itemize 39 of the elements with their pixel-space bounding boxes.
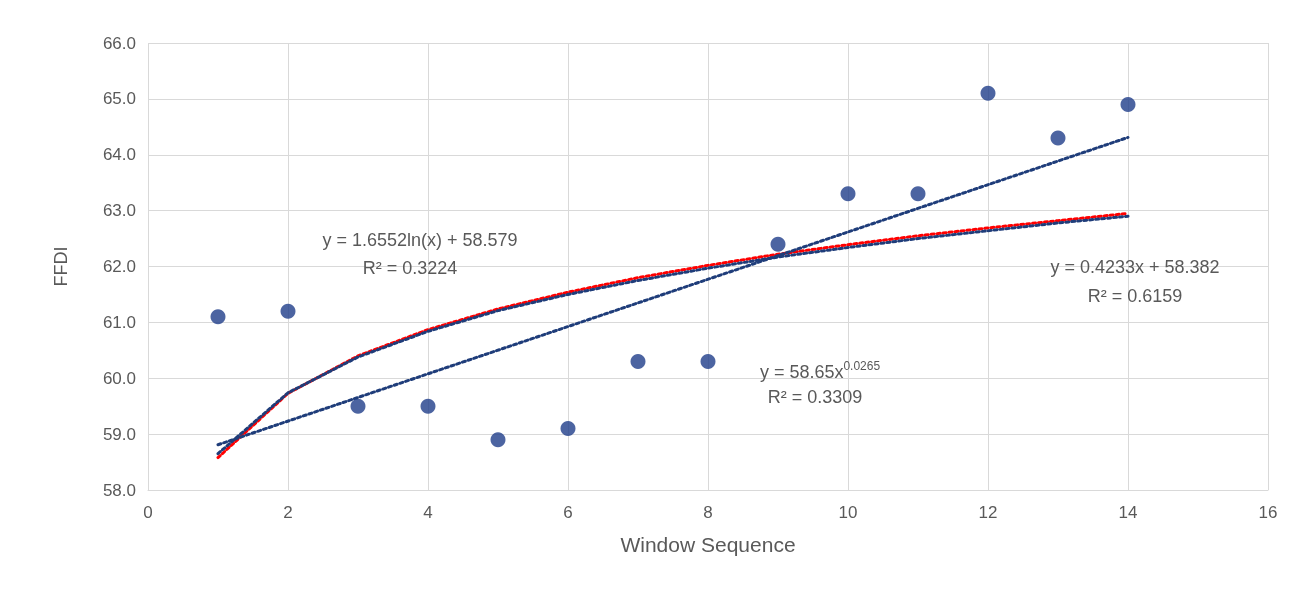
x-tick-label: 2 <box>283 503 293 522</box>
point <box>1120 96 1136 112</box>
y-tick-label: 60.0 <box>102 368 136 388</box>
annotation: y = 1.6552ln(x) + 58.579 <box>322 230 518 250</box>
y-tick-label: 59.0 <box>102 424 136 444</box>
y-axis-title: FFDI <box>51 246 71 287</box>
y-tick-label: 64.0 <box>102 145 136 165</box>
point <box>350 398 366 414</box>
annotation: R² = 0.3224 <box>362 258 458 278</box>
x-tick-label: 12 <box>978 503 998 522</box>
x-tick-label: 4 <box>423 503 433 522</box>
y-tick-label: 62.0 <box>102 257 136 276</box>
annotation: R² = 0.6159 <box>1087 286 1183 306</box>
x-tick-label: 10 <box>838 503 858 522</box>
point <box>630 353 646 369</box>
y-tick-label: 61.0 <box>102 312 136 332</box>
point <box>280 303 296 319</box>
point <box>490 432 506 448</box>
point <box>560 421 576 437</box>
x-tick-label: 14 <box>1118 503 1138 522</box>
x-tick-label: 8 <box>703 503 713 522</box>
y-tick-label: 58.0 <box>102 480 136 500</box>
y-tick-label: 66.0 <box>102 33 136 53</box>
x-tick-label: 6 <box>563 503 573 522</box>
annotation: R² = 0.3309 <box>767 387 863 407</box>
point <box>700 353 716 369</box>
point <box>980 85 996 101</box>
x-axis-title: Window Sequence <box>620 533 796 556</box>
x-tick-label: 16 <box>1258 503 1278 522</box>
point <box>1050 130 1066 146</box>
point <box>420 398 436 414</box>
point <box>770 236 786 252</box>
annotation: y = 0.4233x + 58.382 <box>1050 257 1220 277</box>
point <box>210 309 226 325</box>
x-tick-label: 0 <box>143 503 153 522</box>
point <box>910 186 926 202</box>
point <box>840 186 856 202</box>
y-tick-label: 63.0 <box>102 201 136 221</box>
y-tick-label: 65.0 <box>102 89 136 109</box>
